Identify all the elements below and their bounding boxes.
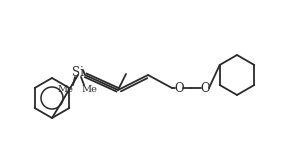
Text: Si: Si xyxy=(72,66,84,78)
Text: O: O xyxy=(200,82,210,94)
Text: Me: Me xyxy=(57,86,73,94)
Text: Me: Me xyxy=(81,86,97,94)
Text: O: O xyxy=(174,82,184,94)
